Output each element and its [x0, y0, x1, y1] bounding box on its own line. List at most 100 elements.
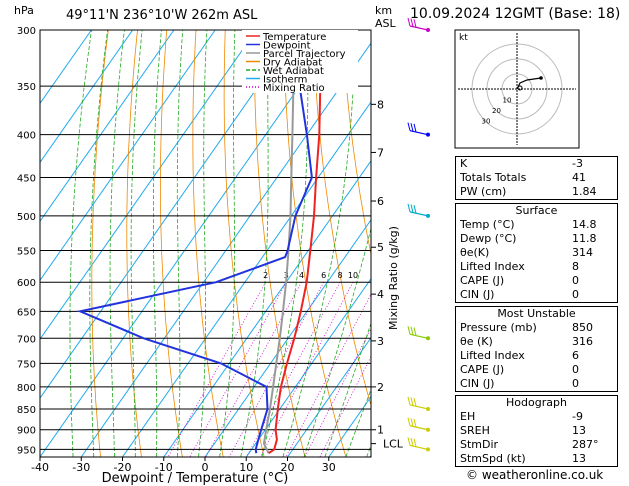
dry-adiabat-line [91, 30, 109, 457]
wind-barb-flag [413, 204, 417, 214]
index-value: 287° [572, 438, 599, 451]
wet-adiabat-line [89, 30, 108, 457]
pressure-tick-label: 700 [17, 334, 36, 345]
dry-adiabat-line [159, 30, 183, 457]
x-tick-label: 30 [322, 461, 336, 474]
wind-barb-flag [413, 327, 417, 336]
wind-barb-staff [409, 211, 429, 217]
wind-barb-dot [426, 132, 430, 137]
wind-barb-dot [426, 447, 430, 452]
index-row: PW (cm) 1.84 [456, 185, 617, 199]
isotherm-line [40, 30, 340, 457]
mixing-ratio-line [246, 282, 341, 457]
pressure-tick-label: 600 [17, 278, 36, 289]
x-tick-label: -30 [72, 461, 90, 474]
index-label: StmSpd (kt) [460, 452, 526, 465]
wind-barb-flag [410, 397, 414, 406]
pressure-tick-label: 750 [17, 359, 36, 370]
mixing-ratio-label: 4 [299, 271, 304, 280]
wind-barb-flag [407, 326, 411, 335]
km-tick-label: 7 [377, 146, 384, 159]
index-label: K [460, 157, 468, 170]
x-tick-label: -40 [31, 461, 49, 474]
isotherm-line [287, 336, 371, 457]
indices-top-table: K -3 Totals Totals 41 PW (cm) 1.84 [455, 156, 618, 200]
table-title: Most Unstable [497, 307, 576, 320]
pressure-tick-label: 400 [17, 131, 36, 142]
wind-barb-flag [407, 417, 411, 426]
index-row: EH -9 [456, 410, 617, 424]
index-value: 0 [572, 288, 579, 301]
wet-adiabat-line [109, 30, 125, 457]
dry-adiabat-line [253, 30, 306, 457]
wind-barb-dot [426, 427, 430, 432]
index-value: 8 [572, 260, 579, 273]
pressure-tick-label: 300 [17, 26, 36, 37]
index-value: 314 [572, 246, 593, 259]
hodograph-unit-label: kt [459, 33, 468, 43]
wind-barb-flag [410, 204, 414, 213]
isotherm-line [163, 160, 371, 457]
wind-barb-staff [409, 130, 429, 136]
wind-barb-flag [413, 398, 417, 407]
index-value: 13 [572, 452, 586, 465]
legend-label: Dry Adiabat [263, 58, 322, 69]
km-tick-label: 1 [377, 424, 384, 437]
x-tick-label: -20 [114, 461, 132, 474]
location-title: 49°11'N 236°10'W 262m ASL [66, 8, 258, 23]
dry-adiabat-line [283, 30, 347, 457]
mixing-ratio-label: 25 [404, 271, 414, 280]
wet-adiabat-line [69, 30, 92, 457]
mixing-ratio-line [189, 282, 287, 457]
dry-adiabat-line [223, 30, 265, 457]
index-row: CAPE (J) 0 [456, 363, 617, 377]
dewpoint-line [76, 30, 313, 454]
index-value: 850 [572, 321, 593, 334]
index-row: Temp (°C) 14.8 [456, 218, 617, 232]
index-value: 13 [572, 424, 586, 437]
mixing-ratio-label: 15 [372, 271, 382, 280]
km-tick-label: 8 [377, 98, 384, 111]
wet-adiabat-line [130, 30, 143, 457]
wet-adiabat-line [176, 30, 184, 457]
hodograph-end-point [539, 76, 543, 80]
index-value: -9 [572, 410, 583, 423]
index-row: CAPE (J) 0 [456, 274, 617, 288]
index-value: 11.8 [572, 232, 597, 245]
index-row: Dewp (°C) 11.8 [456, 232, 617, 246]
mixing-ratio-line [205, 282, 302, 457]
wind-barb-dot [426, 336, 430, 341]
index-label: EH [460, 410, 476, 423]
most-unstable-table: Most Unstable Pressure (mb) 850 θe (K) 316 Li… [455, 306, 618, 392]
index-label: PW (cm) [460, 185, 507, 198]
datetime-label: 10.09.2024 12GMT (Base: 18) [410, 6, 621, 22]
isotherm-line [245, 277, 371, 457]
index-label: θe (K) [460, 335, 493, 348]
pressure-tick-label: 900 [17, 426, 36, 437]
lcl-label: LCL [383, 438, 404, 451]
wet-adiabat-line [198, 30, 208, 457]
pressure-tick-label: 850 [17, 405, 36, 416]
x-tick-label: 20 [281, 461, 295, 474]
hodograph-ring-label: 30 [482, 118, 491, 126]
wind-barb-staff [409, 425, 429, 431]
index-row: θe(K) 314 [456, 246, 617, 260]
wind-barb-staff [409, 404, 429, 410]
km-label: km [375, 4, 392, 17]
surface-table: Surface Temp (°C) 14.8 Dewp (°C) 11.8 θe(K) 31… [455, 203, 618, 303]
wind-barb-flag [410, 18, 414, 27]
pressure-tick-label: 950 [17, 445, 36, 456]
mixing-ratio-line [228, 282, 325, 457]
index-value: 0 [572, 363, 579, 376]
index-value: -3 [572, 157, 583, 170]
dry-adiabat-line [126, 30, 142, 457]
wind-barb-flag [410, 326, 414, 336]
index-row: Totals Totals 41 [456, 171, 617, 185]
wind-barb-flag [407, 396, 411, 406]
table-title: Hodograph [506, 396, 567, 409]
index-value: 14.8 [572, 218, 597, 231]
plot-frame [39, 29, 372, 458]
pressure-tick-label: 450 [17, 174, 36, 185]
y-axis-label-mixing: Mixing Ratio (g/kg) [387, 226, 400, 330]
wind-barb-staff [409, 444, 429, 451]
